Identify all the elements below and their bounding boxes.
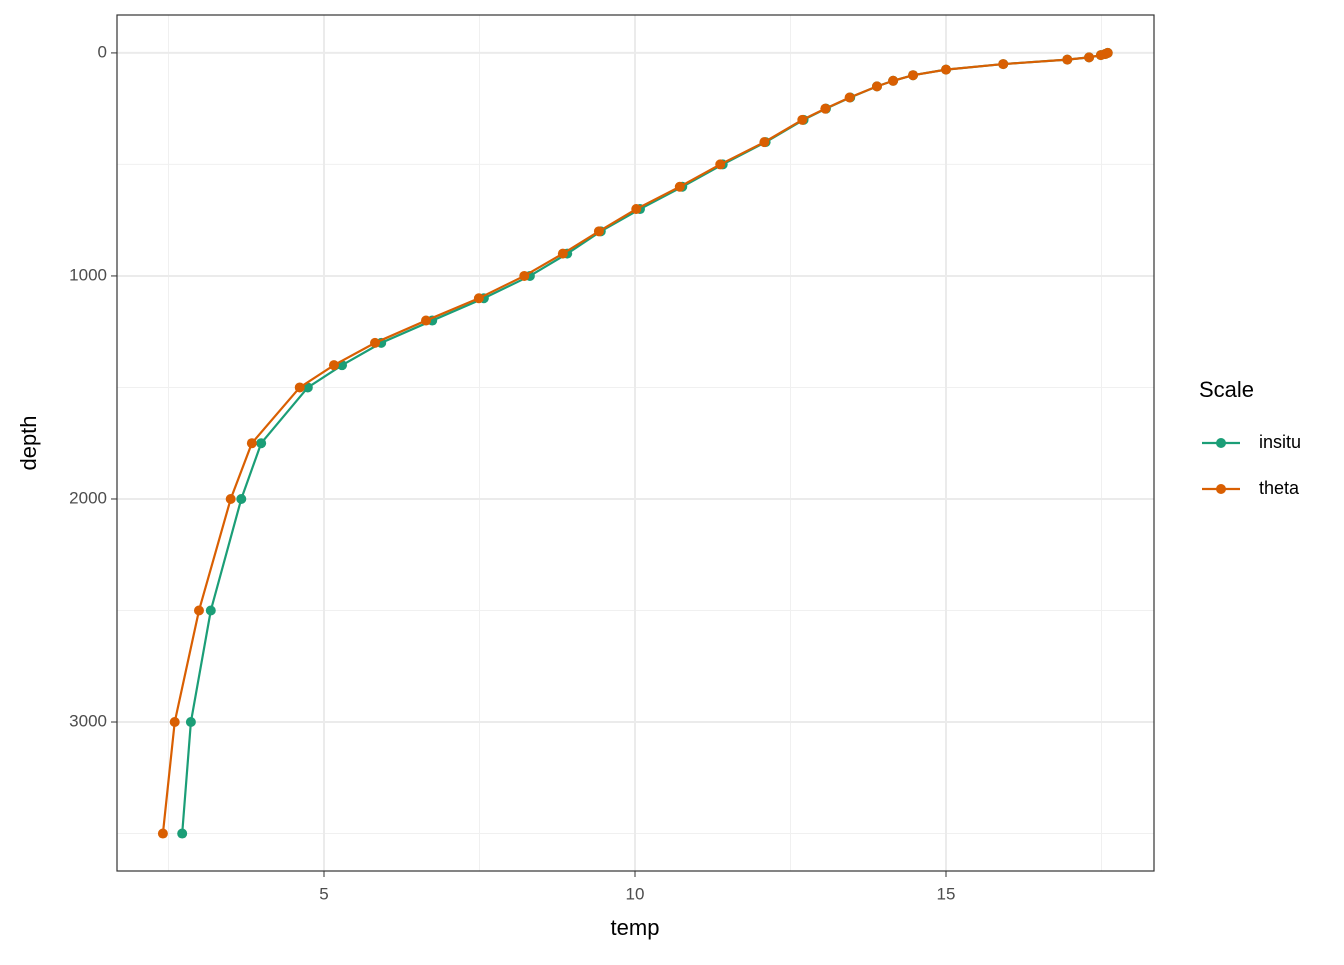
legend-point [1216,484,1226,494]
point [225,493,236,504]
point [908,70,919,81]
x-tick-label: 10 [626,884,645,903]
y-tick-label: 0 [98,42,107,61]
point [370,337,381,348]
plot-border [116,14,1155,872]
point [169,717,180,728]
point [328,360,339,371]
point [888,75,899,86]
y-tick-label: 2000 [69,488,107,507]
point [421,315,432,326]
point [185,717,196,728]
point [236,493,247,504]
point [205,605,216,616]
point [1084,52,1095,63]
series-line [161,51,1109,834]
y-tick-label: 3000 [69,711,107,730]
point [1095,50,1106,61]
point [157,828,168,839]
point [998,59,1009,70]
legend-label: insitu [1259,432,1301,452]
point [246,438,257,449]
point [759,137,770,148]
point [674,181,685,192]
point [177,828,188,839]
point [631,204,642,215]
x-axis-title: temp [611,915,660,940]
legend-label: theta [1259,478,1300,498]
point [715,159,726,170]
y-tick-label: 1000 [69,265,107,284]
legend-title: Scale [1199,377,1254,402]
point [473,293,484,304]
point [193,605,204,616]
point [844,92,855,103]
point [519,270,530,281]
point [1062,54,1073,65]
point [256,438,267,449]
point [797,114,808,125]
point [820,103,831,114]
x-tick-label: 5 [319,884,328,903]
point [593,226,604,237]
x-tick-label: 15 [937,884,956,903]
y-axis-title: depth [16,415,41,470]
point [294,382,305,393]
point [871,81,882,92]
legend-point [1216,438,1226,448]
point [557,248,568,259]
point [941,64,952,75]
